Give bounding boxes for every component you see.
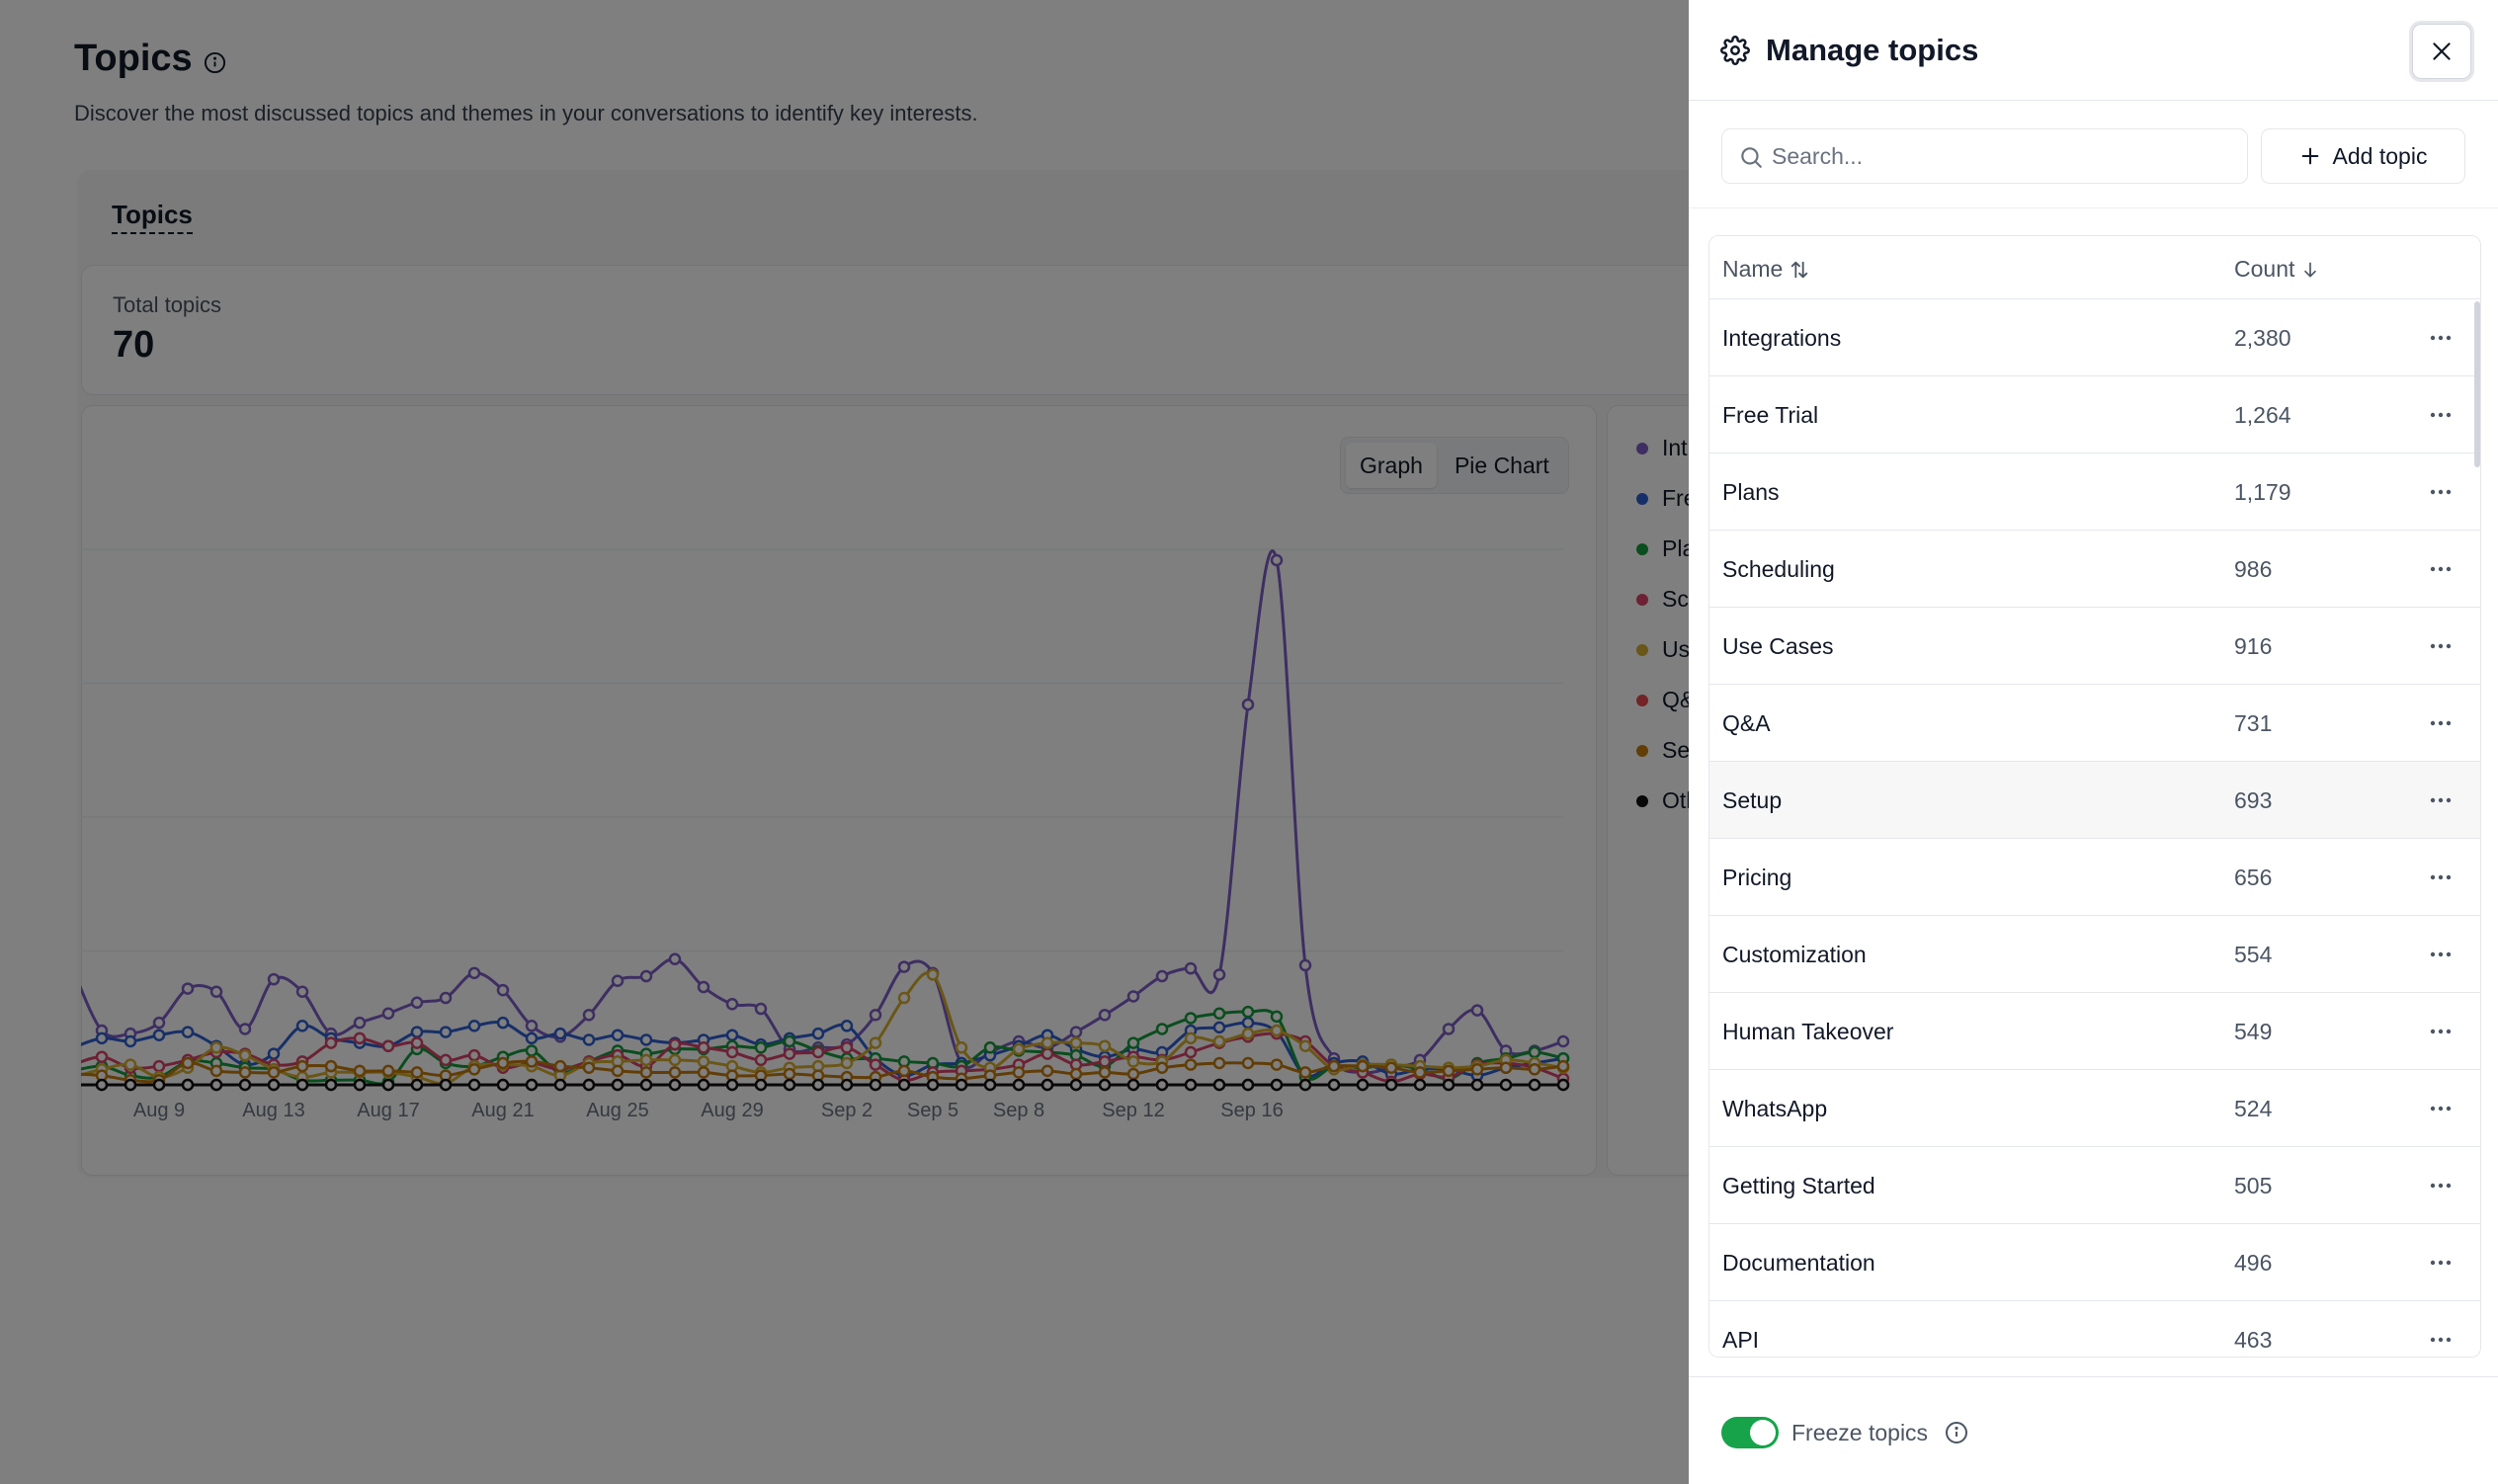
- drawer-title: Manage topics: [1766, 33, 1979, 67]
- topic-count: 549: [2234, 1019, 2273, 1044]
- table-row[interactable]: Scheduling 986: [1709, 531, 2480, 608]
- topic-count: 2,380: [2234, 325, 2291, 351]
- search-input[interactable]: [1772, 130, 2236, 182]
- topic-name: Use Cases: [1722, 633, 1834, 659]
- ellipsis-icon: [2430, 335, 2452, 341]
- topic-name: Plans: [1722, 479, 1780, 505]
- table-row[interactable]: Q&A 731: [1709, 685, 2480, 762]
- freeze-topics-toggle[interactable]: [1721, 1417, 1779, 1448]
- divider: [1689, 207, 2498, 208]
- ellipsis-icon: [2430, 489, 2452, 495]
- search-box: [1721, 128, 2248, 184]
- more-options-button[interactable]: [2427, 942, 2455, 967]
- scrollbar[interactable]: [2474, 301, 2480, 467]
- more-options-button[interactable]: [2427, 402, 2455, 428]
- close-icon: [2433, 42, 2451, 60]
- sort-both-icon: [1791, 261, 1808, 278]
- more-options-button[interactable]: [2427, 1173, 2455, 1198]
- topic-name: Documentation: [1722, 1250, 1875, 1276]
- topic-name: Human Takeover: [1722, 1019, 1894, 1044]
- column-name-label: Name: [1722, 256, 1784, 282]
- table-row[interactable]: API 463: [1709, 1301, 2480, 1357]
- add-topic-button[interactable]: Add topic: [2261, 128, 2465, 184]
- table-row[interactable]: Integrations 2,380: [1709, 299, 2480, 376]
- search-icon: [1741, 147, 1762, 168]
- ellipsis-icon: [2430, 643, 2452, 649]
- column-header-name[interactable]: Name: [1722, 256, 1810, 283]
- ellipsis-icon: [2430, 797, 2452, 803]
- table-row[interactable]: Getting Started 505: [1709, 1147, 2480, 1224]
- table-row[interactable]: Documentation 496: [1709, 1224, 2480, 1301]
- column-count-label: Count: [2234, 256, 2295, 282]
- drawer-footer: Freeze topics: [1689, 1376, 2498, 1484]
- ellipsis-icon: [2430, 951, 2452, 957]
- table-row[interactable]: Plans 1,179: [1709, 453, 2480, 531]
- topic-name: Integrations: [1722, 325, 1842, 351]
- sort-down-icon: [2304, 262, 2317, 277]
- table-row[interactable]: Free Trial 1,264: [1709, 376, 2480, 453]
- topic-count: 505: [2234, 1173, 2273, 1198]
- topic-name: Pricing: [1722, 865, 1792, 890]
- topic-name: Scheduling: [1722, 556, 1835, 582]
- topic-name: Free Trial: [1722, 402, 1819, 428]
- topic-count: 656: [2234, 865, 2273, 890]
- topic-count: 496: [2234, 1250, 2273, 1276]
- more-options-button[interactable]: [2427, 325, 2455, 351]
- topic-name: API: [1722, 1327, 1760, 1353]
- table-header: Name Count: [1709, 236, 2480, 299]
- more-options-button[interactable]: [2427, 479, 2455, 505]
- topic-name: Customization: [1722, 942, 1867, 967]
- add-topic-label: Add topic: [2332, 142, 2428, 169]
- more-options-button[interactable]: [2427, 1327, 2455, 1353]
- more-options-button[interactable]: [2427, 1250, 2455, 1276]
- ellipsis-icon: [2430, 412, 2452, 418]
- table-row[interactable]: Human Takeover 549: [1709, 993, 2480, 1070]
- more-options-button[interactable]: [2427, 710, 2455, 736]
- topic-name: WhatsApp: [1722, 1096, 1828, 1121]
- topic-name: Getting Started: [1722, 1173, 1875, 1198]
- close-button[interactable]: [2412, 24, 2471, 79]
- drawer-header: Manage topics: [1689, 0, 2498, 101]
- topic-count: 731: [2234, 710, 2273, 736]
- topic-count: 524: [2234, 1096, 2273, 1121]
- more-options-button[interactable]: [2427, 633, 2455, 659]
- more-options-button[interactable]: [2427, 865, 2455, 890]
- more-options-button[interactable]: [2427, 556, 2455, 582]
- ellipsis-icon: [2430, 1183, 2452, 1189]
- ellipsis-icon: [2430, 566, 2452, 572]
- ellipsis-icon: [2430, 1106, 2452, 1112]
- info-icon[interactable]: [1945, 1421, 1968, 1444]
- topic-count: 916: [2234, 633, 2273, 659]
- column-header-count[interactable]: Count: [2234, 256, 2320, 283]
- ellipsis-icon: [2430, 1260, 2452, 1266]
- table-row[interactable]: Customization 554: [1709, 916, 2480, 993]
- more-options-button[interactable]: [2427, 1019, 2455, 1044]
- plus-icon: [2301, 147, 2318, 165]
- table-row[interactable]: Setup 693: [1709, 762, 2480, 839]
- ellipsis-icon: [2430, 874, 2452, 880]
- table-row[interactable]: Use Cases 916: [1709, 608, 2480, 685]
- topic-count: 693: [2234, 787, 2273, 813]
- table-row[interactable]: WhatsApp 524: [1709, 1070, 2480, 1147]
- ellipsis-icon: [2430, 720, 2452, 726]
- topic-name: Q&A: [1722, 710, 1771, 736]
- freeze-topics-label: Freeze topics: [1791, 1420, 1929, 1445]
- topic-name: Setup: [1722, 787, 1783, 813]
- more-options-button[interactable]: [2427, 1096, 2455, 1121]
- toggle-knob: [1750, 1420, 1776, 1445]
- topic-count: 1,264: [2234, 402, 2291, 428]
- more-options-button[interactable]: [2427, 787, 2455, 813]
- topics-table: Name Count Integrations 2,380 Free Trial 1,…: [1708, 235, 2481, 1358]
- topic-count: 986: [2234, 556, 2273, 582]
- manage-topics-drawer: Manage topics Add topic Name: [1689, 0, 2498, 1484]
- ellipsis-icon: [2430, 1337, 2452, 1343]
- topic-count: 463: [2234, 1327, 2273, 1353]
- gear-icon: [1720, 36, 1750, 65]
- table-row[interactable]: Pricing 656: [1709, 839, 2480, 916]
- topic-count: 554: [2234, 942, 2273, 967]
- ellipsis-icon: [2430, 1029, 2452, 1034]
- topic-count: 1,179: [2234, 479, 2291, 505]
